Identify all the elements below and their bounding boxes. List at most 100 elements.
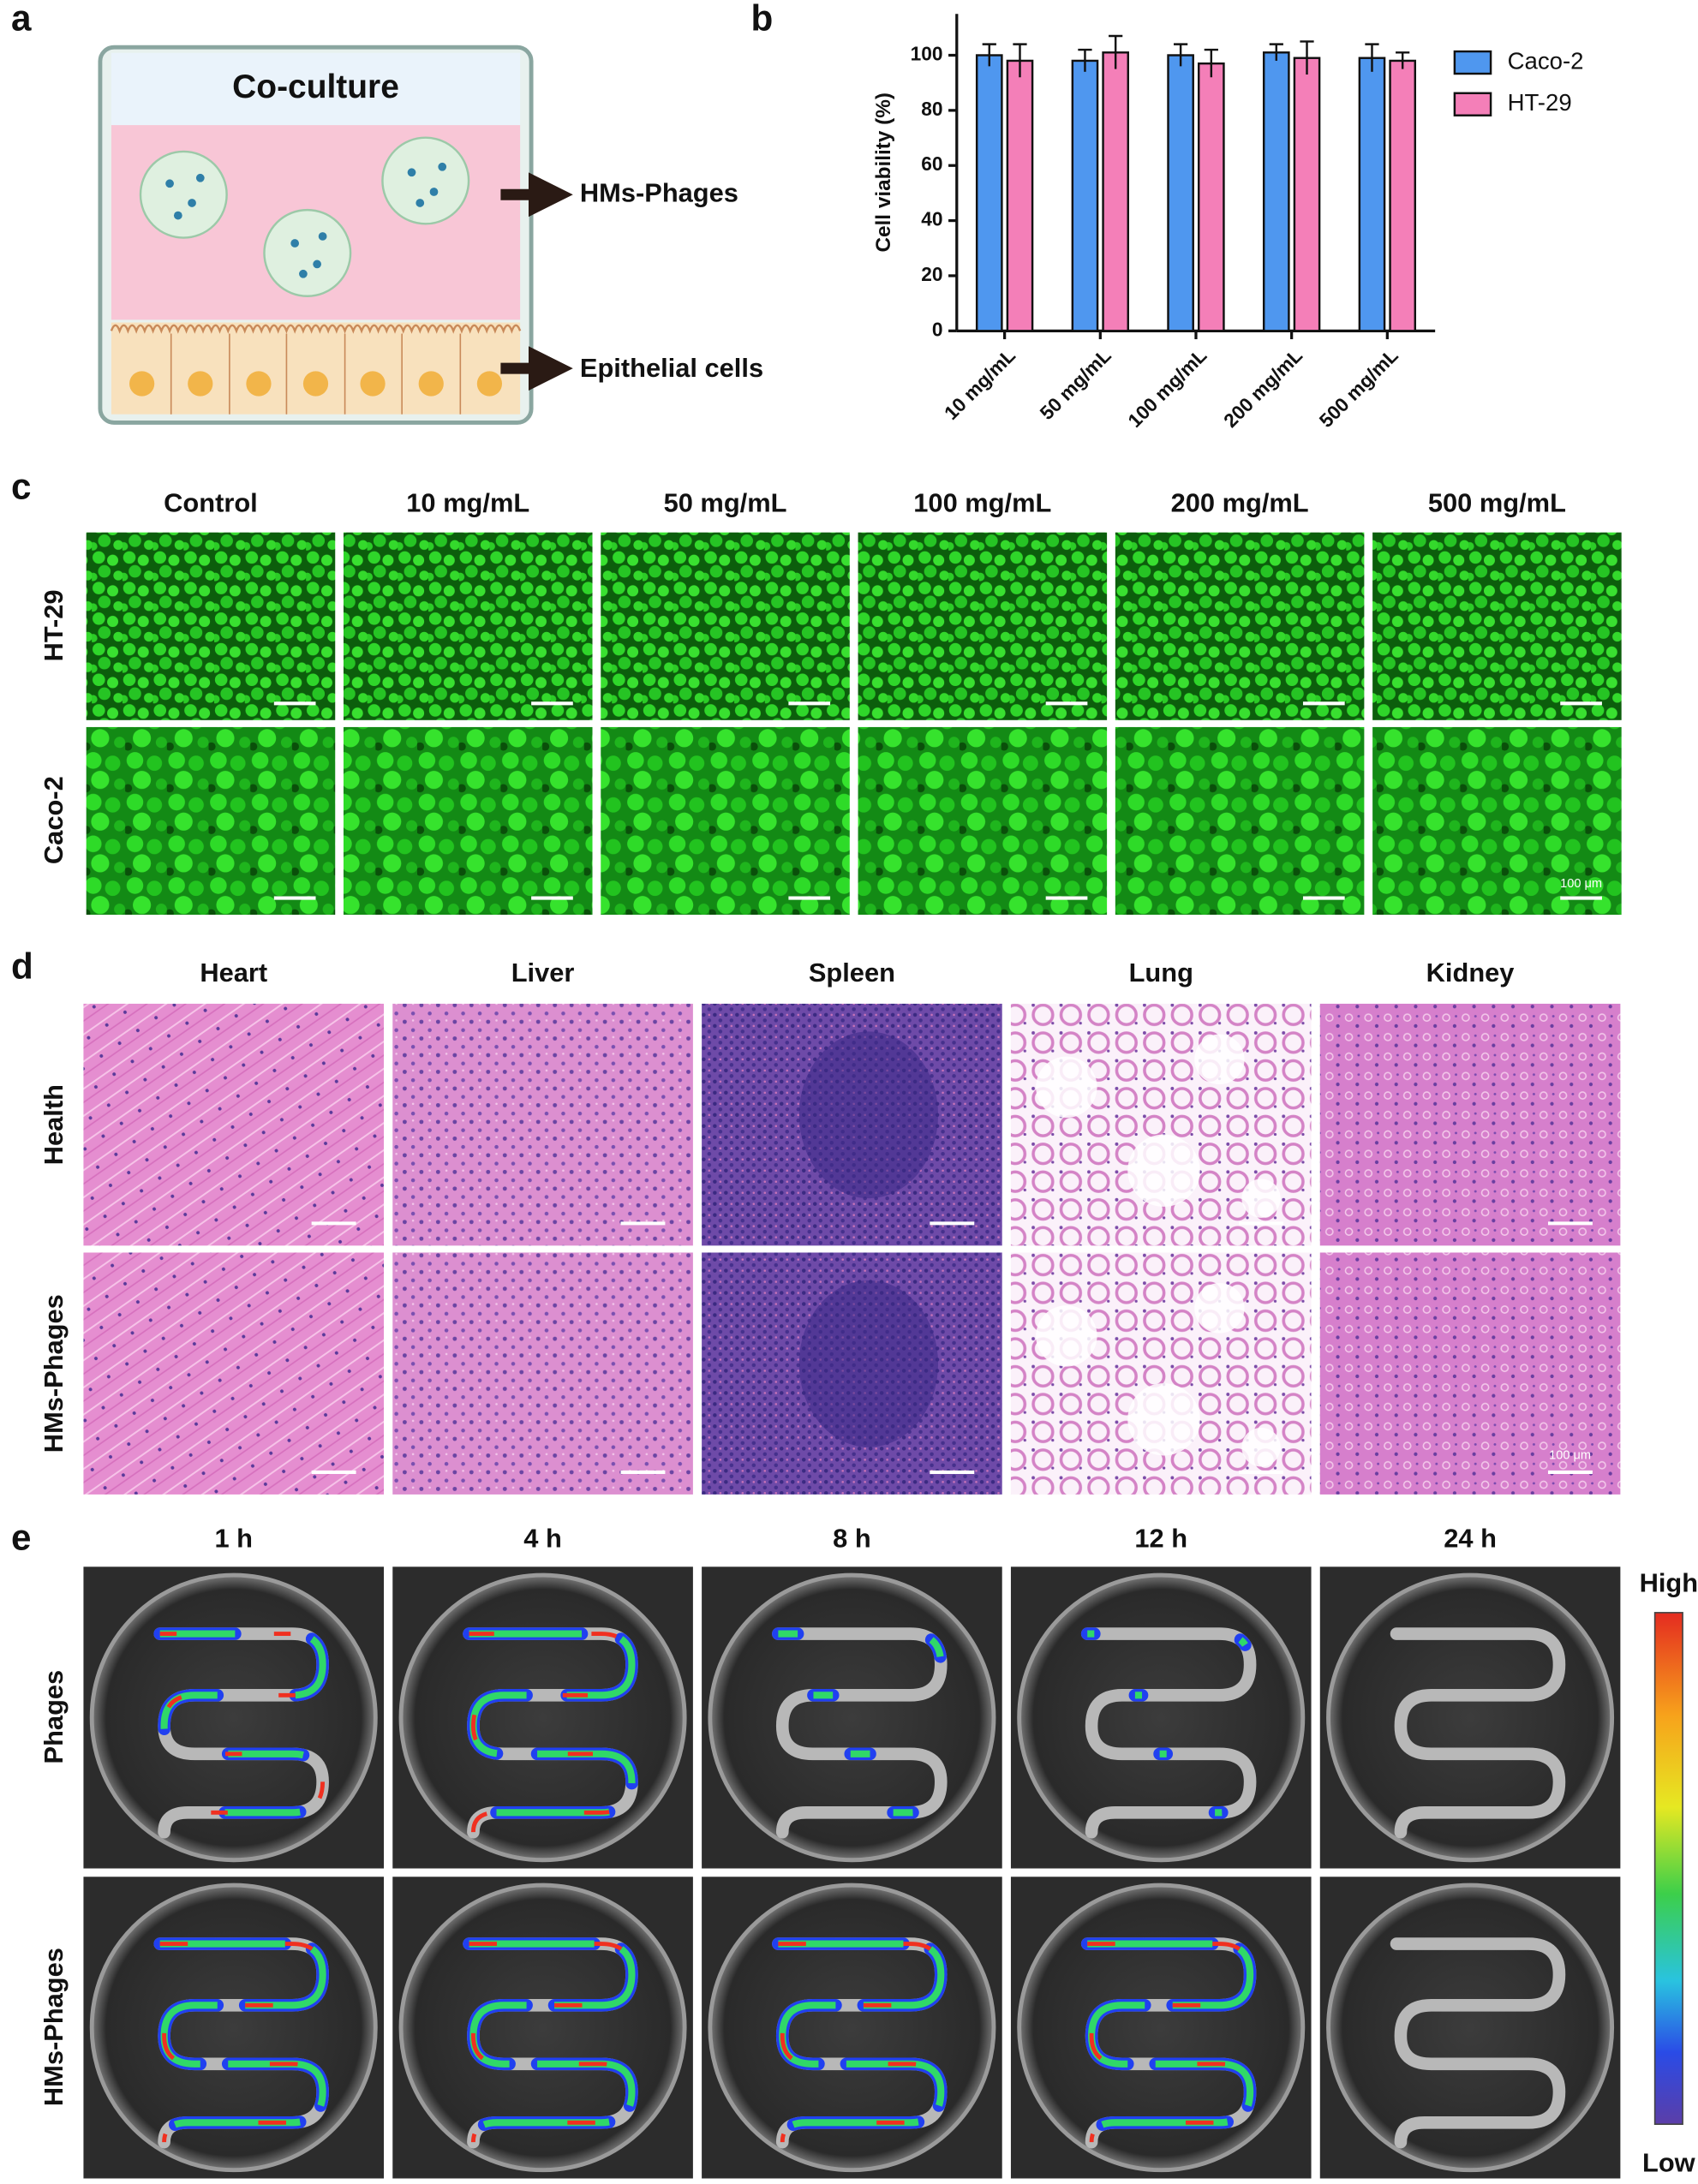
y-tick-label: 20	[921, 263, 942, 285]
imaging-tile	[1010, 1877, 1312, 2179]
column-header: Lung	[1129, 958, 1193, 988]
dish	[1326, 1883, 1615, 2173]
bar	[1358, 57, 1386, 332]
histology-detail	[1127, 1383, 1200, 1456]
panel-label: b	[751, 0, 774, 38]
column-header: Liver	[511, 958, 575, 988]
y-tick-label: 80	[921, 98, 942, 120]
intestine	[1390, 1627, 1566, 1839]
arrow-label: Epithelial cells	[580, 353, 763, 383]
fluorescence-image	[1372, 532, 1622, 720]
legend-swatch	[1453, 50, 1492, 75]
row-label: HT-29	[39, 589, 69, 661]
signal	[159, 1942, 326, 2143]
panel-label: a	[11, 0, 32, 38]
histology-image	[1319, 1003, 1621, 1246]
dish	[1017, 1883, 1306, 2173]
panel-label: c	[11, 466, 31, 506]
imaging-tile	[392, 1877, 693, 2179]
signal	[1087, 1942, 1253, 2143]
histology-image	[392, 1252, 693, 1495]
column-header: 50 mg/mL	[664, 487, 787, 517]
schematic: Co-culture HMs-Phages Epithelial cells	[98, 45, 763, 425]
bar	[1198, 62, 1225, 332]
row-label: HMs-Phages	[39, 1948, 69, 2106]
column-header: 100 mg/mL	[913, 487, 1051, 517]
histology-image	[83, 1003, 385, 1246]
histology-detail	[1194, 1283, 1245, 1334]
y-tick-label: 100	[911, 43, 943, 65]
imaging-tile	[83, 1566, 385, 1869]
histology-image	[83, 1252, 385, 1495]
fluorescence-image	[86, 532, 336, 720]
signal	[772, 1627, 948, 1839]
bar	[1102, 51, 1129, 332]
signal	[159, 1630, 326, 1833]
y-tick-label: 60	[921, 152, 942, 175]
fluorescence-image	[858, 532, 1108, 720]
y-tick-label: 0	[932, 318, 943, 340]
dish	[1017, 1572, 1306, 1863]
x-tick-label: 500 mg/mL	[1315, 344, 1402, 432]
histology-detail	[1241, 1427, 1281, 1467]
signal	[469, 1942, 634, 2143]
fluorescence-image	[1115, 532, 1365, 720]
histology-image	[392, 1003, 693, 1246]
panel-label: d	[11, 946, 33, 986]
column-header: Control	[164, 487, 258, 517]
scale-bar-label: 100 μm	[1560, 877, 1602, 891]
x-tick-label: 100 mg/mL	[1123, 344, 1211, 432]
column-header: 1 h	[214, 1524, 253, 1554]
column-header: Spleen	[809, 958, 895, 988]
bar	[1293, 57, 1321, 332]
x-tick-label: 50 mg/mL	[1035, 344, 1115, 424]
imaging-tile	[1319, 1877, 1621, 2179]
column-header: Heart	[200, 958, 267, 988]
fluorescence-image	[1372, 726, 1622, 916]
bar	[1167, 54, 1194, 332]
histology-detail	[1036, 1056, 1097, 1119]
imaging-tile	[702, 1877, 1002, 2179]
signal	[469, 1632, 634, 1833]
histology-detail	[798, 1280, 939, 1447]
dish	[398, 1572, 687, 1863]
histology-detail	[1194, 1034, 1245, 1085]
column-header: 12 h	[1134, 1524, 1187, 1554]
bar	[975, 54, 1003, 332]
histology-image	[1319, 1252, 1621, 1495]
histology-detail	[798, 1031, 939, 1199]
dish	[89, 1883, 378, 2173]
histology-detail	[1241, 1179, 1281, 1218]
fluorescence-image	[1115, 726, 1365, 916]
fluorescence-image	[343, 532, 593, 720]
fluorescence-image	[601, 726, 850, 916]
bar	[1071, 59, 1099, 332]
column-header: Kidney	[1426, 958, 1515, 988]
dish	[1326, 1572, 1615, 1863]
intestine	[1390, 1937, 1566, 2149]
bar	[1262, 51, 1290, 332]
column-header: 10 mg/mL	[406, 487, 529, 517]
dish	[398, 1883, 687, 2173]
imaging-tile	[83, 1877, 385, 2179]
colorbar-label: High	[1640, 1568, 1698, 1598]
legend-swatch	[1453, 92, 1492, 116]
imaging-tile	[1010, 1566, 1312, 1869]
imaging-tile	[1319, 1566, 1621, 1869]
legend-label: HT-29	[1508, 89, 1572, 116]
row-label: Phages	[39, 1670, 69, 1764]
x-tick-label: 10 mg/mL	[940, 344, 1019, 424]
legend-label: Caco-2	[1508, 47, 1584, 74]
signal	[1080, 1627, 1257, 1839]
fluorescence-image	[601, 532, 850, 720]
bar	[1389, 59, 1417, 332]
schematic-title: Co-culture	[232, 69, 399, 105]
dish	[708, 1572, 996, 1863]
y-tick-label: 40	[921, 208, 942, 230]
fluorescence-image	[858, 726, 1108, 916]
dish	[89, 1572, 378, 1863]
arrow-label: HMs-Phages	[580, 177, 738, 207]
column-header: 24 h	[1444, 1524, 1497, 1554]
imaging-tile	[392, 1566, 693, 1869]
